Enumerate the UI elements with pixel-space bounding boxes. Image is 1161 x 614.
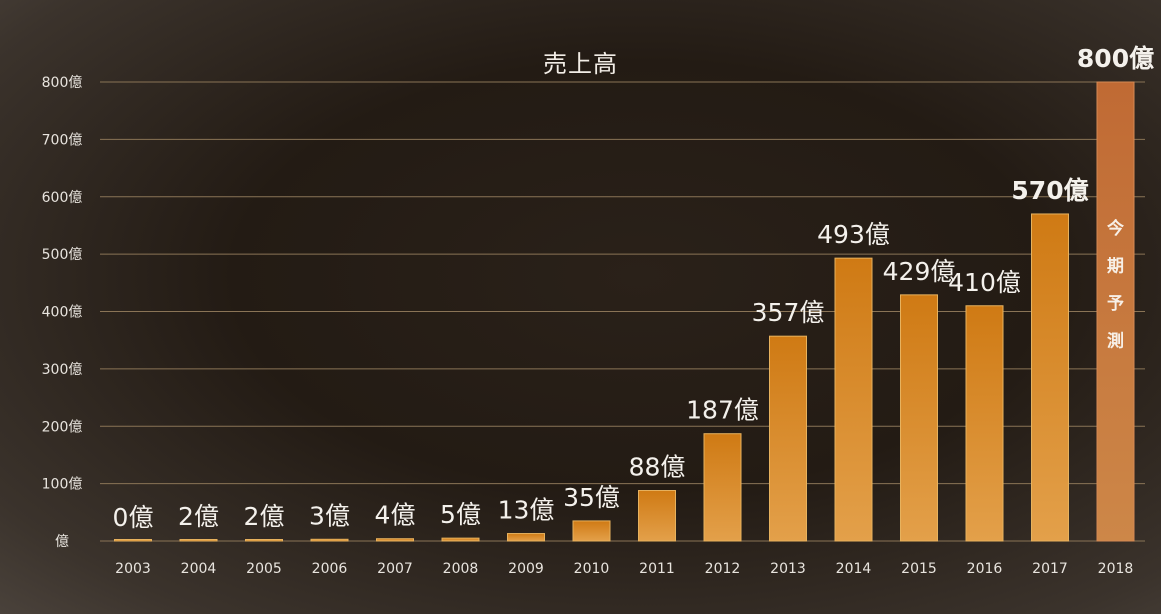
bar [638, 490, 676, 542]
y-tick-label: 500億 [42, 247, 83, 263]
data-label: 410億 [948, 268, 1021, 297]
bar [376, 538, 414, 542]
chart-title: 売上高 [543, 50, 618, 78]
x-tick-label: 2013 [770, 561, 806, 577]
data-label: 800億 [1077, 44, 1154, 73]
x-tick-label: 2010 [574, 561, 610, 577]
y-tick-label: 300億 [42, 362, 83, 378]
bar [310, 538, 349, 542]
y-tick-label: 800億 [42, 75, 83, 91]
x-tick-label: 2016 [967, 561, 1003, 577]
data-label: 2億 [178, 502, 219, 531]
forecast-label-char: 予 [1107, 294, 1124, 314]
data-label: 3億 [309, 501, 350, 530]
data-label: 0億 [113, 503, 154, 532]
y-tick-label: 200億 [42, 419, 83, 435]
bar [1031, 213, 1069, 542]
x-tick-label: 2007 [377, 561, 413, 577]
x-tick-label: 2012 [705, 561, 741, 577]
bar [900, 294, 938, 542]
bar [703, 433, 742, 542]
data-label: 570億 [1011, 176, 1088, 205]
y-tick-label: 億 [55, 534, 69, 550]
bar [965, 305, 1004, 542]
bar [834, 257, 873, 542]
x-tick-label: 2003 [115, 561, 151, 577]
forecast-label-char: 測 [1107, 331, 1124, 352]
data-label: 13億 [498, 496, 555, 525]
bar [507, 533, 545, 542]
data-label: 5億 [440, 500, 481, 529]
y-tick-label: 600億 [42, 190, 83, 206]
data-label: 88億 [629, 453, 686, 482]
x-tick-label: 2008 [443, 561, 479, 577]
data-label: 2億 [244, 502, 285, 531]
data-label: 429億 [883, 257, 956, 286]
bar [441, 537, 480, 542]
x-tick-label: 2015 [901, 561, 937, 577]
y-tick-label: 700億 [42, 132, 83, 148]
x-tick-label: 2018 [1098, 561, 1134, 577]
x-tick-label: 2006 [312, 561, 348, 577]
x-tick-label: 2017 [1032, 561, 1068, 577]
x-tick-label: 2011 [639, 561, 675, 577]
y-tick-label: 100億 [42, 477, 83, 493]
forecast-label-char: 今 [1107, 218, 1124, 239]
forecast-label-char: 期 [1107, 257, 1124, 277]
x-tick-label: 2014 [836, 561, 872, 577]
bar-forecast [1096, 81, 1135, 542]
data-label: 493億 [817, 220, 890, 249]
data-label: 35億 [563, 483, 620, 512]
bar [114, 539, 152, 542]
x-tick-label: 2009 [508, 561, 544, 577]
bar [245, 539, 283, 542]
y-tick-label: 400億 [42, 305, 83, 321]
x-tick-label: 2004 [181, 561, 217, 577]
data-label: 187億 [686, 396, 759, 425]
bar [769, 335, 807, 542]
data-label: 357億 [752, 298, 825, 327]
bar [572, 520, 611, 542]
bar [179, 539, 218, 542]
data-label: 4億 [375, 501, 416, 530]
x-tick-label: 2005 [246, 561, 282, 577]
